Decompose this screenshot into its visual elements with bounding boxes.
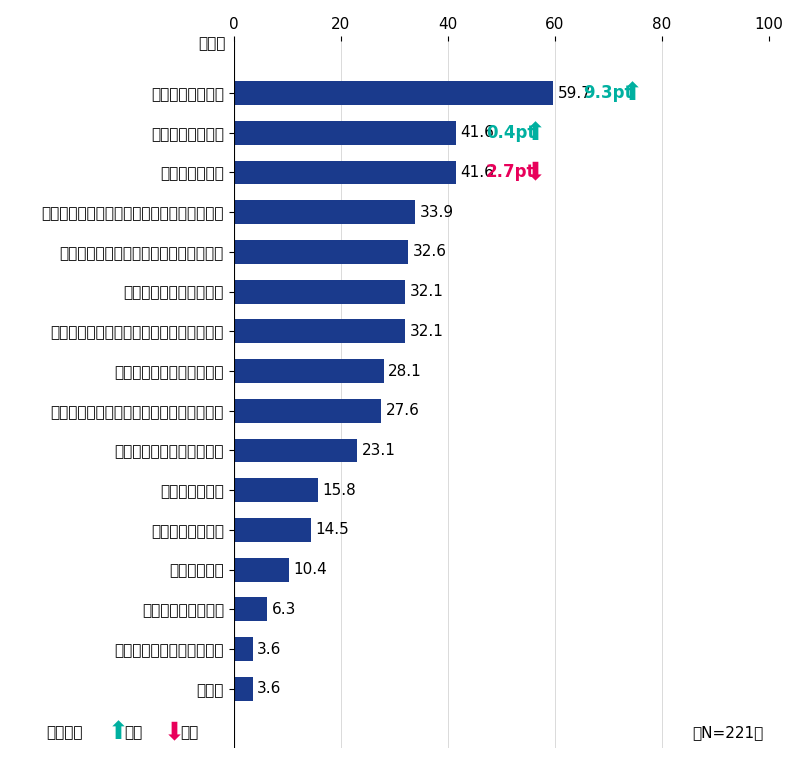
Text: 23.1: 23.1 [362, 443, 395, 458]
Text: 59.7: 59.7 [558, 86, 591, 100]
Text: ⬇: ⬇ [525, 161, 546, 184]
Text: 3.6: 3.6 [258, 642, 282, 656]
Text: 33.9: 33.9 [419, 205, 454, 220]
Text: 3.6: 3.6 [258, 682, 282, 696]
Bar [234, 161, 456, 184]
Bar [234, 81, 553, 105]
Text: 2.7pt: 2.7pt [486, 164, 535, 181]
Text: 6.3: 6.3 [272, 602, 296, 617]
Text: 10.4: 10.4 [294, 562, 327, 577]
Bar [234, 637, 253, 661]
Text: 41.6: 41.6 [461, 165, 494, 180]
Bar [234, 240, 408, 264]
Bar [234, 200, 415, 224]
Text: ⬆: ⬆ [525, 121, 546, 145]
Text: 14.5: 14.5 [315, 522, 350, 537]
Text: 32.1: 32.1 [410, 284, 444, 299]
Text: 0.4pt: 0.4pt [486, 124, 535, 142]
Text: 昨対比：: 昨対比： [46, 725, 83, 740]
Bar [234, 518, 311, 542]
Bar [234, 320, 406, 343]
Bar [234, 399, 382, 422]
Text: 減少: 減少 [180, 725, 198, 740]
Bar [234, 677, 253, 701]
Text: 9.3pt: 9.3pt [582, 84, 632, 102]
Bar [234, 558, 290, 581]
Text: 28.1: 28.1 [388, 363, 422, 379]
Text: ⬇: ⬇ [164, 721, 185, 744]
Text: （N=221）: （N=221） [692, 725, 763, 740]
Text: 増加: 増加 [124, 725, 142, 740]
Bar [234, 597, 267, 621]
Text: 41.6: 41.6 [461, 125, 494, 140]
Bar [234, 438, 358, 462]
Bar [234, 121, 456, 145]
Text: ⬆: ⬆ [108, 721, 129, 744]
Text: （％）: （％） [198, 36, 226, 51]
Bar [234, 280, 406, 304]
Text: 32.1: 32.1 [410, 324, 444, 339]
Text: 15.8: 15.8 [322, 483, 356, 498]
Text: 32.6: 32.6 [413, 244, 446, 259]
Bar [234, 478, 318, 502]
Text: 27.6: 27.6 [386, 403, 419, 418]
Bar [234, 359, 384, 383]
Text: ⬆: ⬆ [622, 81, 642, 105]
